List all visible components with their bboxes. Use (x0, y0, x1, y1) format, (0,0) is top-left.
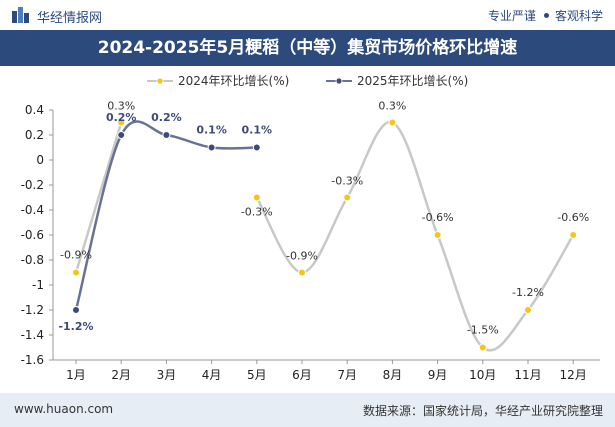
series-2024-point (433, 231, 442, 239)
x-tick-label: 10月 (469, 368, 496, 382)
x-tick-label: 3月 (157, 368, 177, 382)
chart-title: 2024-2025年5月粳稻（中等）集贸市场价格环比增速 (0, 30, 615, 66)
brand-name: 华经情报网 (37, 11, 103, 26)
x-tick-label: 2月 (111, 368, 131, 382)
top-bar: 华经情报网 专业严谨 客观科学 (0, 0, 615, 30)
footer: www.huaon.com 数据来源：国家统计局，华经产业研究院整理 (0, 393, 615, 427)
series-2024-point (388, 118, 397, 127)
series-2024-data-label: 0.3% (107, 100, 135, 113)
x-tick-label: 6月 (292, 368, 312, 382)
series-2024-data-label: -0.3% (241, 206, 273, 219)
tagline: 专业严谨 客观科学 (488, 7, 603, 24)
tagline-right: 客观科学 (554, 9, 603, 23)
series-2024-point (72, 268, 80, 277)
series-2025-data-label: 0.2% (106, 111, 137, 124)
y-tick-label: -1.6 (21, 353, 44, 367)
series-2024-point (117, 118, 126, 127)
series-2024-line (255, 121, 575, 352)
legend-label: 2025年环比增长(%) (357, 74, 468, 88)
series-2025-data-label: 0.1% (196, 124, 227, 137)
series-2024-data-label: -0.3% (331, 175, 363, 188)
y-tick-label: -0.2 (21, 178, 44, 192)
y-tick-label: -1.2 (21, 303, 44, 317)
legend-label: 2024年环比增长(%) (178, 74, 289, 88)
series-2025-point (72, 306, 80, 314)
x-tick-label: 1月 (66, 368, 86, 382)
series-2025-data-label: -1.2% (58, 320, 93, 333)
y-tick-label: -1 (32, 278, 44, 292)
x-tick-label: 8月 (383, 368, 403, 382)
series-2024-data-label: 0.3% (378, 100, 406, 113)
y-tick-label: -0.6 (21, 228, 44, 242)
series-2024-point (569, 231, 578, 239)
y-tick-label: -0.4 (21, 203, 44, 217)
x-tick-label: 7月 (337, 368, 357, 382)
y-tick-label: 0.2 (25, 128, 44, 142)
series-2024-point (343, 193, 352, 202)
series-2024-point (298, 268, 306, 277)
x-tick-label: 9月 (428, 368, 448, 382)
series-2024-data-label: -0.9% (60, 249, 92, 262)
series-2024-data-label: -0.6% (557, 211, 589, 224)
series-2024-point (252, 193, 261, 202)
footer-url: www.huaon.com (14, 402, 114, 416)
y-tick-label: -1.4 (21, 328, 44, 342)
x-tick-label: 11月 (514, 368, 541, 382)
legend-swatch-marker (156, 77, 164, 85)
series-2024-data-label: -0.9% (286, 250, 318, 263)
x-tick-label: 5月 (247, 368, 267, 382)
series-2025-point (162, 131, 171, 139)
x-tick-label: 12月 (560, 368, 587, 382)
series-2024-point (478, 343, 487, 352)
y-tick-label: 0.4 (25, 103, 44, 117)
legend-swatch-marker (335, 77, 343, 85)
series-2024-data-label: -1.2% (512, 286, 544, 299)
tagline-left: 专业严谨 (487, 9, 536, 23)
series-2025-point (252, 143, 261, 152)
series-2025-data-label: 0.2% (151, 111, 182, 124)
brand-logo-icon (12, 7, 29, 23)
series-2025-point (207, 143, 216, 152)
y-tick-label: -0.8 (21, 253, 44, 267)
series-2024-point (524, 306, 532, 314)
x-tick-label: 4月 (202, 368, 222, 382)
y-tick-label: 0 (36, 153, 44, 167)
series-2025-point (117, 131, 126, 139)
line-chart: 0.4 0.2 0 -0.2 -0.4 -0.6 -0.8 -1 -1.2 -1.4 -1.6 1月 2… (21, 74, 600, 382)
footer-source: 数据来源：国家统计局，华经产业研究院整理 (362, 404, 603, 418)
series-2025-line (74, 120, 257, 311)
series-2025-data-label: 0.1% (242, 124, 273, 137)
series-2024-data-label: -0.6% (422, 211, 454, 224)
series-2024-data-label: -1.5% (467, 324, 499, 337)
separator-dot-icon (543, 13, 549, 18)
